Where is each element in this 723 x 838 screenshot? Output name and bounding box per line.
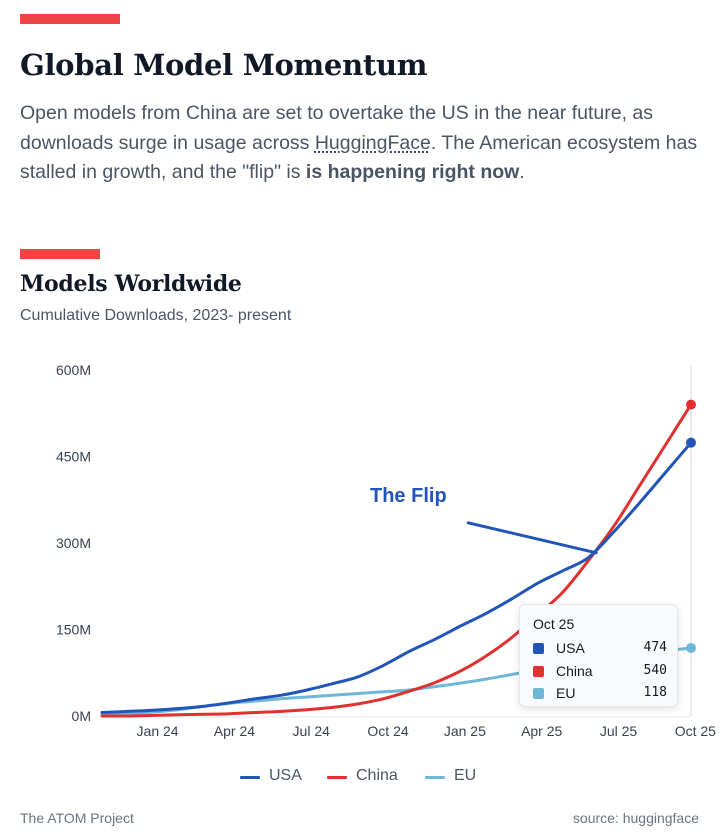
chart-tooltip: Oct 25 USA 474 China 540 EU 118: [519, 604, 678, 707]
section-accent-bar: [20, 249, 100, 259]
legend-line-usa: [240, 776, 260, 779]
tooltip-value-eu: 118: [643, 685, 667, 700]
annotation-label: The Flip: [370, 485, 447, 507]
legend-line-china: [327, 776, 347, 779]
series-endpoint-usa: [686, 437, 696, 448]
tooltip-row-eu: EU 118: [533, 685, 667, 705]
legend-line-eu: [425, 776, 445, 779]
y-tick-label: 150M: [56, 622, 91, 638]
tooltip-name-china: China: [556, 663, 593, 679]
x-tick-label: Jul 24: [293, 723, 331, 739]
annotation-pointer: [466, 521, 598, 555]
x-tick-label: Jan 24: [137, 723, 179, 739]
legend-label-usa: USA: [269, 767, 302, 784]
y-tick-label: 300M: [56, 535, 91, 551]
tooltip-value-china: 540: [643, 663, 667, 678]
series-endpoint-china: [686, 399, 696, 410]
x-tick-label: Oct 25: [675, 723, 716, 739]
footer-credit: The ATOM Project: [20, 810, 134, 826]
title-accent-bar: [20, 14, 120, 24]
intro-text-3: .: [519, 161, 525, 183]
legend-label-china: China: [356, 767, 398, 784]
intro-text-2: . The American ecosystem has stalled in …: [20, 131, 698, 184]
x-tick-label: Oct 24: [367, 723, 408, 739]
page-title: Global Model Momentum: [20, 48, 428, 82]
intro-text-1: Open models from China are set to overta…: [20, 102, 653, 154]
y-tick-label: 450M: [56, 449, 91, 465]
tooltip-swatch-eu: [533, 688, 544, 699]
footer-source: source: huggingface: [572, 810, 699, 826]
huggingface-link[interactable]: HuggingFace: [314, 131, 431, 154]
tooltip-title: Oct 25: [533, 616, 575, 632]
y-tick-label: 600M: [56, 362, 91, 378]
tooltip-swatch-china: [533, 666, 544, 677]
intro-emphasis: is happening right now: [305, 161, 520, 183]
chart-subtitle: Cumulative Downloads, 2023- present: [20, 307, 292, 324]
tooltip-row-usa: USA 474: [533, 640, 667, 660]
x-tick-label: Jul 25: [600, 723, 638, 739]
tooltip-swatch-usa: [533, 643, 544, 654]
x-tick-label: Apr 25: [521, 723, 562, 739]
x-tick-label: Apr 24: [214, 723, 255, 739]
intro-paragraph: Open models from China are set to overta…: [20, 99, 700, 188]
tooltip-name-eu: EU: [556, 685, 576, 701]
tooltip-name-usa: USA: [556, 640, 585, 656]
series-endpoint-eu: [686, 642, 696, 653]
x-tick-label: Jan 25: [444, 723, 486, 739]
series-line-usa: [100, 441, 693, 714]
chart-title: Models Worldwide: [20, 271, 242, 297]
tooltip-value-usa: 474: [643, 640, 667, 655]
legend-label-eu: EU: [454, 767, 477, 784]
tooltip-row-china: China 540: [533, 663, 667, 683]
y-tick-label: 0M: [72, 708, 91, 724]
